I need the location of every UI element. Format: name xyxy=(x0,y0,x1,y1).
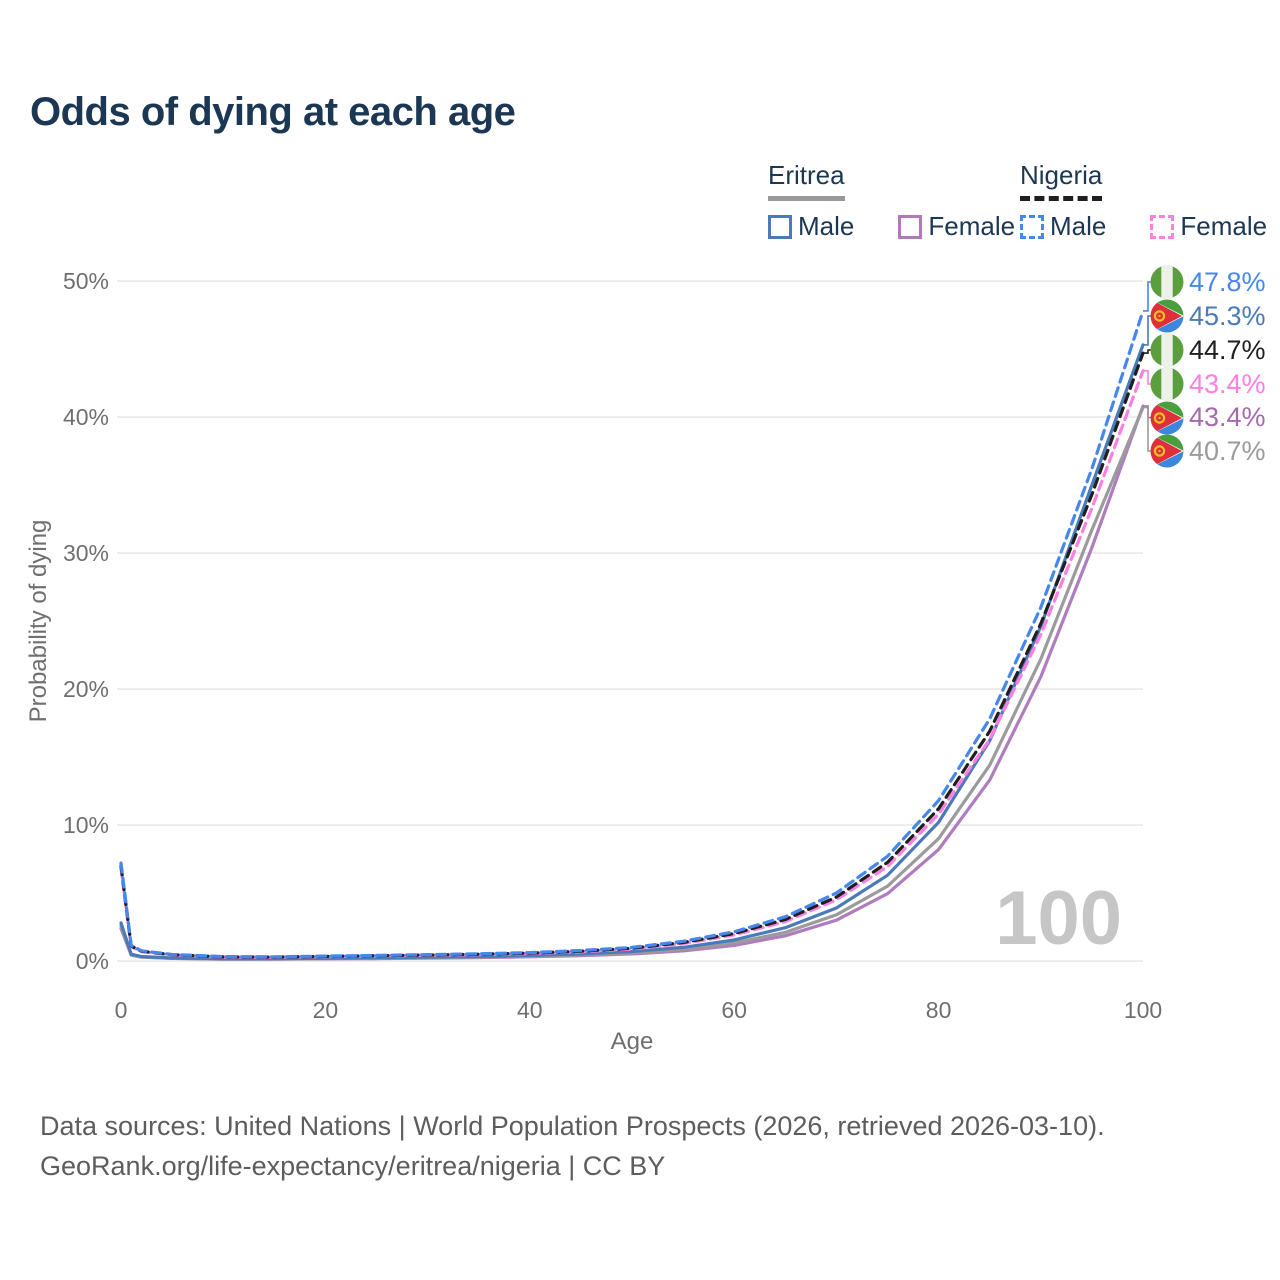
nigeria-flag-icon xyxy=(1150,367,1184,401)
footer-source: Data sources: United Nations | World Pop… xyxy=(40,1106,1105,1186)
legend-label: Male xyxy=(798,211,855,241)
x-tick-label: 80 xyxy=(926,997,952,1023)
end-label-value: 47.8% xyxy=(1189,266,1266,297)
y-tick-label: 0% xyxy=(76,948,109,974)
eritrea-male-swatch-icon xyxy=(768,214,792,239)
y-axis-tick-labels: 0% 10% 20% 30% 40% 50% xyxy=(63,268,109,974)
y-axis-title: Probability of dying xyxy=(25,520,52,723)
series-line-eritrea-male[interactable] xyxy=(119,343,1145,961)
footer-line-1: Data sources: United Nations | World Pop… xyxy=(40,1111,1105,1141)
legend-group-eritrea: Eritrea Male Female xyxy=(768,160,1015,242)
x-tick-label: 100 xyxy=(1124,997,1162,1023)
eritrea-flag-icon xyxy=(1150,401,1184,434)
y-tick-label: 50% xyxy=(63,268,109,294)
end-label-eritrea-female: 43.4% xyxy=(1150,401,1266,435)
end-label-value: 44.7% xyxy=(1189,334,1266,365)
eritrea-female-swatch-icon xyxy=(898,214,923,239)
series-lines xyxy=(119,309,1145,961)
end-label-value: 43.4% xyxy=(1189,402,1266,432)
x-axis-tick-labels: 0 20 40 60 80 100 xyxy=(115,997,1163,1023)
end-label-connector xyxy=(1143,370,1152,385)
x-tick-label: 60 xyxy=(721,997,747,1023)
legend-label: Male xyxy=(1050,211,1107,241)
end-label-value: 45.3% xyxy=(1189,300,1266,331)
series-line-nigeria[interactable] xyxy=(119,351,1145,959)
series-line-nigeria-female[interactable] xyxy=(119,369,1145,959)
nigeria-flag-icon xyxy=(1150,333,1184,367)
x-tick-label: 20 xyxy=(313,997,339,1023)
series-line-eritrea[interactable] xyxy=(119,405,1145,961)
eritrea-flag-icon xyxy=(1150,299,1184,333)
series-line-nigeria-male[interactable] xyxy=(119,309,1145,959)
end-label-eritrea: 40.7% xyxy=(1150,434,1266,468)
end-label-value: 43.4% xyxy=(1189,368,1266,399)
y-tick-label: 40% xyxy=(63,404,109,430)
y-tick-label: 30% xyxy=(63,540,109,566)
nigeria-flag-icon xyxy=(1150,265,1184,299)
legend-label: Female xyxy=(1180,211,1268,241)
x-axis-title: Age xyxy=(611,1028,654,1055)
end-label-nigeria-female: 43.4% xyxy=(1150,367,1266,401)
age-watermark: 100 xyxy=(995,876,1122,961)
footer-line-2: GeoRank.org/life-expectancy/eritrea/nige… xyxy=(40,1151,666,1181)
end-label-connector xyxy=(1143,315,1152,346)
page-title: Odds of dying at each age xyxy=(30,90,516,134)
legend-country-nigeria[interactable]: Nigeria xyxy=(1020,160,1103,201)
end-label-connectors xyxy=(1143,281,1152,452)
legend-group-nigeria: Nigeria Male Female xyxy=(1020,160,1267,242)
end-label-eritrea-male: 45.3% xyxy=(1150,299,1266,333)
gridlines xyxy=(117,280,1143,962)
y-tick-label: 10% xyxy=(63,812,109,838)
nigeria-female-swatch-icon xyxy=(1150,214,1175,239)
end-label-connector xyxy=(1143,349,1152,354)
legend-item-eritrea-female[interactable]: Female xyxy=(898,211,1015,242)
legend-item-eritrea-male[interactable]: Male xyxy=(768,211,854,242)
x-tick-label: 0 xyxy=(115,997,128,1023)
eritrea-flag-icon xyxy=(1150,434,1184,468)
end-label-nigeria-male: 47.8% xyxy=(1150,265,1266,299)
nigeria-male-swatch-icon xyxy=(1020,214,1044,239)
end-label-connector xyxy=(1143,406,1152,452)
y-tick-label: 20% xyxy=(63,676,109,702)
legend-item-nigeria-male[interactable]: Male xyxy=(1020,211,1106,242)
legend-label: Female xyxy=(928,211,1016,241)
end-label-nigeria: 44.7% xyxy=(1150,333,1266,367)
legend-country-eritrea[interactable]: Eritrea xyxy=(768,160,845,201)
end-label-connector xyxy=(1143,281,1152,312)
legend-item-nigeria-female[interactable]: Female xyxy=(1150,211,1267,242)
x-tick-label: 40 xyxy=(517,997,543,1023)
end-label-value: 40.7% xyxy=(1189,435,1266,466)
series-line-eritrea-female[interactable] xyxy=(119,404,1145,961)
